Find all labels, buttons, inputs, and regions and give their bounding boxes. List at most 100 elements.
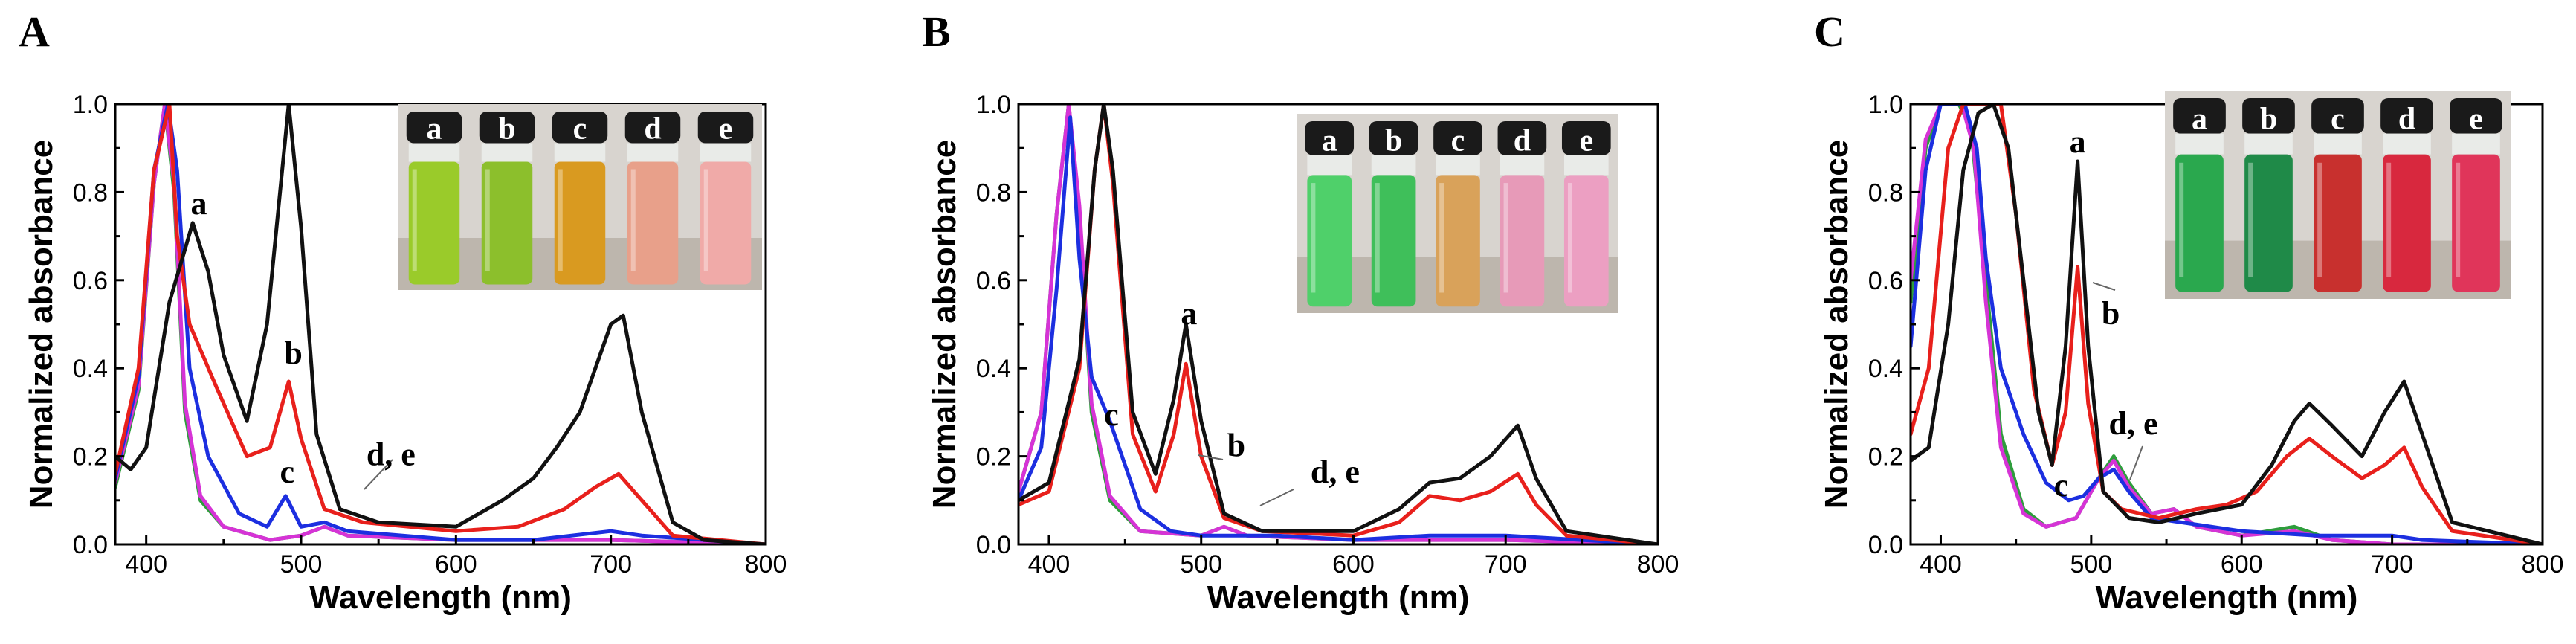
annotation-pointer	[364, 459, 393, 490]
x-tick-label: 800	[1637, 550, 1679, 579]
curve-label: a	[1181, 295, 1197, 332]
curve-label: d, e	[2109, 405, 2158, 442]
curve-label: d, e	[367, 436, 416, 472]
vial-liquid	[1436, 175, 1480, 307]
curve-label: c	[1104, 396, 1119, 433]
series-line-b	[115, 104, 766, 544]
y-tick-label: 0.0	[73, 531, 108, 559]
y-tick-label: 0.4	[73, 355, 108, 383]
vial-label: b	[1385, 124, 1402, 158]
vial-cap	[406, 112, 462, 144]
x-axis-title: Wavelength (nm)	[309, 579, 572, 616]
vial-glare	[1503, 183, 1508, 293]
vial-neck	[1307, 155, 1352, 176]
x-axis-title: Wavelength (nm)	[1207, 579, 1470, 616]
x-tick-label: 500	[280, 550, 323, 579]
vial-cap	[2450, 98, 2502, 134]
vial-liquid	[700, 161, 752, 285]
y-axis-title: Normalized absorbance	[1818, 140, 1855, 509]
vial-neck	[1436, 155, 1480, 176]
x-tick-label: 400	[1028, 550, 1071, 579]
panel-letter: A	[19, 7, 50, 56]
y-tick-label: 0.2	[73, 443, 108, 471]
vial-label: d	[2398, 103, 2415, 137]
x-tick-label: 600	[1332, 550, 1375, 579]
vial-label: e	[1579, 124, 1593, 158]
vial-neck	[627, 143, 679, 162]
vial-liquid	[481, 161, 533, 285]
vial-label: b	[2260, 103, 2277, 137]
vial-label: b	[498, 112, 515, 146]
curve-label: c	[2054, 467, 2069, 503]
x-tick-label: 400	[1920, 550, 1962, 579]
y-tick-label: 0.8	[73, 178, 108, 207]
vial-neck	[408, 143, 460, 162]
panel-c: C 400 500 600 700 800 0.0 0.2 0.4 0.6 0.8 1.0 Wavele…	[1814, 7, 2563, 616]
vial-label: e	[719, 112, 733, 146]
vial-label: e	[2469, 103, 2483, 137]
y-tick-label: 0.8	[976, 178, 1011, 207]
x-tick-label: 800	[2522, 550, 2564, 579]
panel-b: B 400 500 600 700 800 0.0 0.2 0.4 0.6 0.8 1.0 Wavele…	[922, 7, 1679, 616]
vial-label: d	[644, 112, 661, 146]
vial-cap	[2311, 98, 2364, 134]
vial-neck	[2383, 133, 2431, 155]
x-tick-label: 700	[2371, 550, 2413, 579]
series-line-b	[1911, 104, 2543, 544]
series-line-c	[1911, 104, 2543, 544]
vial-photo-inset: a b c d e	[2165, 91, 2511, 299]
vial-liquid	[408, 161, 460, 285]
vial-neck	[554, 143, 606, 162]
annotation-pointer	[1259, 489, 1294, 506]
vial-glare	[485, 169, 490, 271]
vial-neck	[2314, 133, 2362, 155]
vial-cap	[1497, 121, 1547, 155]
y-tick-label: 1.0	[1868, 91, 1903, 119]
vial-liquid	[627, 161, 679, 285]
vial-cap	[1433, 121, 1482, 155]
curve-label: b	[2102, 295, 2120, 332]
vial-glare	[2386, 162, 2392, 277]
vial-photo-inset: a b c d e	[398, 104, 762, 290]
vial-label: a	[427, 112, 442, 146]
y-tick-label: 0.2	[1868, 443, 1903, 471]
y-axis-title: Normalized absorbance	[926, 140, 963, 509]
x-tick-label: 700	[1485, 550, 1527, 579]
vial-neck	[481, 143, 533, 162]
x-tick-label: 500	[1180, 550, 1222, 579]
vial-glare	[1439, 183, 1444, 293]
curve-label: b	[1227, 428, 1245, 464]
vial-cap	[1369, 121, 1418, 155]
x-axis-title: Wavelength (nm)	[2096, 579, 2358, 616]
y-tick-label: 0.8	[1868, 178, 1903, 207]
y-tick-label: 0.2	[976, 443, 1011, 471]
vial-cap	[697, 112, 754, 144]
vial-cap	[2242, 98, 2295, 134]
y-tick-label: 0.0	[1868, 531, 1903, 559]
vial-label: c	[573, 112, 587, 146]
vial-glare	[630, 169, 636, 271]
curve-label: c	[280, 454, 294, 490]
vial-cap	[624, 112, 681, 144]
vial-photo-inset: a b c d e	[1297, 114, 1618, 313]
vial-label: c	[1451, 124, 1465, 158]
y-tick-label: 0.4	[976, 355, 1011, 383]
annotation-pointer	[2092, 282, 2116, 291]
series-line-a	[1019, 104, 1658, 544]
y-axis-title: Normalized absorbance	[23, 140, 59, 509]
vial-neck	[2244, 133, 2293, 155]
y-tick-label: 0.6	[1868, 267, 1903, 295]
annotation-pointer	[1198, 454, 1224, 460]
vial-liquid	[1371, 175, 1416, 307]
vial-liquid	[1500, 175, 1545, 307]
x-tick-label: 600	[435, 550, 477, 579]
y-tick-label: 0.6	[976, 267, 1011, 295]
vial-liquid	[1307, 175, 1352, 307]
vial-neck	[700, 143, 752, 162]
annotation-pointer	[2129, 445, 2143, 480]
series-line-c	[1019, 115, 1658, 544]
x-tick-label: 500	[2070, 550, 2112, 579]
x-tick-label: 600	[2221, 550, 2263, 579]
vial-liquid	[2244, 154, 2293, 292]
